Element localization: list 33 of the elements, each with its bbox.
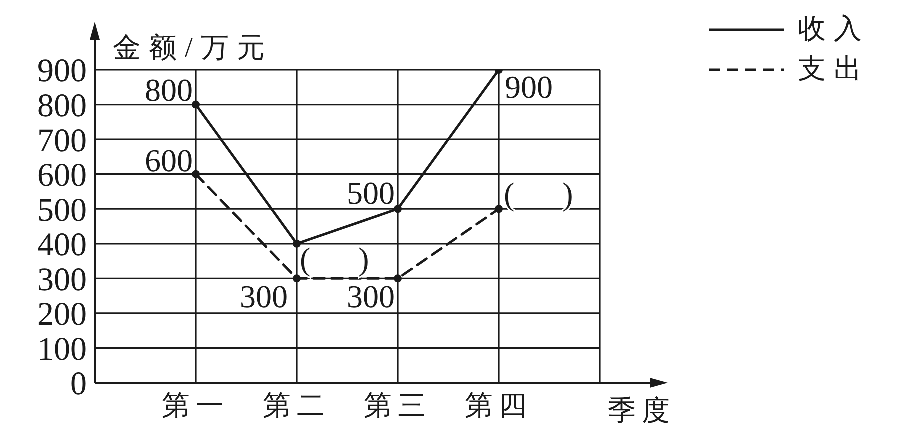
y-tick-label: 900 [38,54,87,90]
point [495,205,503,214]
y-tick-label: 800 [38,88,87,124]
y-tick-label: 600 [38,158,87,194]
point [192,100,200,109]
x-tick-label: 第三 [364,390,432,422]
legend-label: 收入 [798,14,870,45]
y-tick-label: 700 [38,123,87,160]
point [394,274,402,283]
data-label: ( ) [504,176,574,212]
data-label: 300 [240,278,288,315]
point [293,240,301,248]
y-tick-label: 500 [38,192,87,229]
data-label: 800 [145,72,193,108]
data-label: 300 [347,278,395,315]
point [192,170,200,178]
y-tick-label: 200 [38,297,87,334]
x-tick-label: 第一 [162,390,230,422]
x-tick-label: 第二 [263,390,331,422]
point [394,205,402,214]
data-label: 600 [145,142,193,178]
point [293,274,301,283]
y-tick-label: 400 [38,228,87,264]
legend-label: 支出 [798,54,870,85]
data-label: 900 [505,69,553,105]
x-tick-label: 第四 [465,390,533,422]
data-label: 500 [347,175,395,212]
y-axis-title: 金额/万元 [113,33,273,64]
y-tick-label: 0 [70,366,87,403]
y-tick-label: 100 [38,332,87,368]
data-label: ( ) [300,240,370,277]
y-tick-label: 300 [38,262,87,298]
x-axis-title: 季度 [608,396,676,427]
